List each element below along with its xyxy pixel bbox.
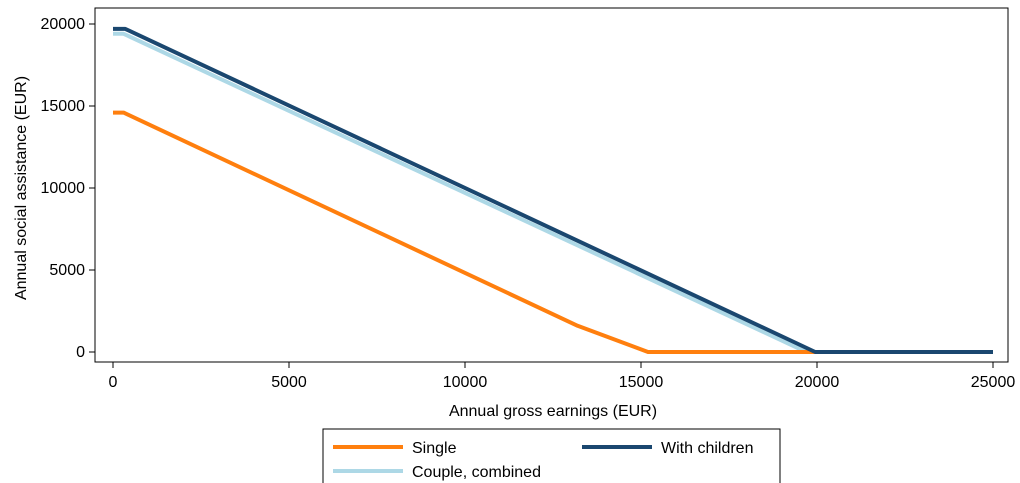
legend-label-with-children: With children: [661, 440, 753, 457]
legend-label-couple-combined: Couple, combined: [412, 464, 541, 481]
y-tick-label: 5000: [49, 262, 85, 279]
series-layer: [113, 26, 993, 354]
x-tick-label: 5000: [271, 374, 307, 391]
x-tick-label: 25000: [971, 374, 1016, 391]
x-tick-label: 10000: [443, 374, 488, 391]
x-tick-label: 20000: [795, 374, 840, 391]
y-tick-label: 10000: [41, 180, 86, 197]
y-tick-label: 15000: [41, 98, 86, 115]
legend: Single With children Couple, combined: [322, 428, 781, 483]
x-tick-label: 0: [109, 374, 118, 391]
y-tick-label: 20000: [41, 16, 86, 33]
plot-frame: [94, 7, 1009, 363]
legend-box: [322, 428, 781, 483]
x-axis: 0 5000 10000 15000 20000 25000: [109, 362, 1016, 391]
y-tick-label: 0: [76, 344, 85, 361]
legend-label-single: Single: [412, 440, 457, 457]
series-line-single: [113, 110, 993, 354]
series-line-with-children: [113, 26, 993, 354]
x-tick-label: 15000: [619, 374, 664, 391]
y-axis: 0 5000 10000 15000 20000: [41, 16, 95, 361]
x-axis-title: Annual gross earnings (EUR): [449, 403, 657, 420]
y-axis-title: Annual social assistance (EUR): [13, 76, 30, 300]
series-line-couple-combined: [113, 31, 993, 354]
